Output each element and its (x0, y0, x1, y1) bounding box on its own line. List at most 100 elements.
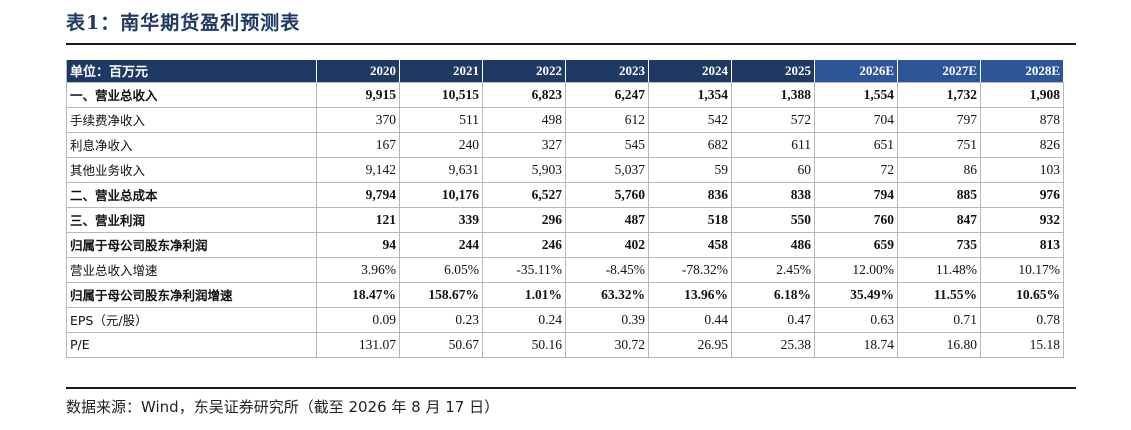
table-cell: 18.47% (316, 282, 400, 308)
table-cell: 1,554 (814, 82, 898, 108)
table-cell: 25.38 (731, 332, 815, 358)
table-cell: 12.00% (814, 257, 898, 283)
year-header: 2024 (648, 60, 732, 83)
table-body: 一、营业总收入 9,915 10,515 6,823 6,247 1,354 1,388 1,… (66, 82, 1064, 358)
table-cell: 794 (814, 182, 898, 208)
row-label: 其他业务收入 (66, 157, 317, 183)
table-cell: 0.39 (565, 307, 649, 333)
table-cell: 327 (482, 132, 566, 158)
table-cell: 15.18 (980, 332, 1064, 358)
table-cell: -78.32% (648, 257, 732, 283)
title-divider (66, 43, 1076, 45)
row-label: 一、营业总收入 (66, 82, 317, 108)
source-note: 数据来源：Wind，东吴证券研究所（截至 2026 年 8 月 17 日） (66, 398, 500, 416)
table-cell: 542 (648, 107, 732, 133)
header-row: 单位：百万元 2020 2021 2022 2023 2024 2025 2026E 2027… (66, 60, 1064, 83)
table-cell: 86 (897, 157, 981, 183)
year-header: 2026E (814, 60, 898, 83)
table-cell: 0.09 (316, 307, 400, 333)
table-row: 其他业务收入 9,142 9,631 5,903 5,037 59 60 72 86 103 (66, 157, 1064, 183)
table-cell: 121 (316, 207, 400, 233)
year-header: 2025 (731, 60, 815, 83)
table-row: P/E 131.07 50.67 50.16 30.72 26.95 25.38 18.74 1… (66, 332, 1064, 358)
table-cell: 167 (316, 132, 400, 158)
table-cell: 26.95 (648, 332, 732, 358)
table-cell: 72 (814, 157, 898, 183)
table-cell: 545 (565, 132, 649, 158)
table-row: 手续费净收入 370 511 498 612 542 572 704 797 878 (66, 107, 1064, 133)
table-cell: 18.74 (814, 332, 898, 358)
table-cell: -8.45% (565, 257, 649, 283)
table-cell: 370 (316, 107, 400, 133)
table-cell: 1,732 (897, 82, 981, 108)
row-label: 利息净收入 (66, 132, 317, 158)
forecast-table-container: 单位：百万元 2020 2021 2022 2023 2024 2025 2026E 2027… (66, 60, 1064, 358)
table-cell: 103 (980, 157, 1064, 183)
table-cell: 63.32% (565, 282, 649, 308)
table-cell: 735 (897, 232, 981, 258)
table-cell: 10.65% (980, 282, 1064, 308)
table-cell: 296 (482, 207, 566, 233)
table-cell: 0.78 (980, 307, 1064, 333)
table-cell: 0.63 (814, 307, 898, 333)
row-label: 归属于母公司股东净利润增速 (66, 282, 317, 308)
table-cell: 878 (980, 107, 1064, 133)
table-cell: 5,037 (565, 157, 649, 183)
table-cell: 826 (980, 132, 1064, 158)
table-cell: 487 (565, 207, 649, 233)
table-cell: 9,631 (399, 157, 483, 183)
table-row: 归属于母公司股东净利润增速 18.47% 158.67% 1.01% 63.32% 13.… (66, 282, 1064, 308)
row-label: 营业总收入增速 (66, 257, 317, 283)
table-cell: 458 (648, 232, 732, 258)
table-row: EPS（元/股） 0.09 0.23 0.24 0.39 0.44 0.47 0.63 0.71… (66, 307, 1064, 333)
table-cell: 885 (897, 182, 981, 208)
row-label: 二、营业总成本 (66, 182, 317, 208)
table-cell: 10,515 (399, 82, 483, 108)
table-cell: 2.45% (731, 257, 815, 283)
table-cell: 813 (980, 232, 1064, 258)
table-cell: 838 (731, 182, 815, 208)
row-label: EPS（元/股） (66, 307, 317, 333)
table-cell: 16.80 (897, 332, 981, 358)
table-cell: 1.01% (482, 282, 566, 308)
table-cell: 760 (814, 207, 898, 233)
year-header: 2021 (399, 60, 483, 83)
year-header: 2027E (897, 60, 981, 83)
table-row: 营业总收入增速 3.96% 6.05% -35.11% -8.45% -78.32% 2.4… (66, 257, 1064, 283)
table-cell: 10.17% (980, 257, 1064, 283)
table-cell: 836 (648, 182, 732, 208)
table-row: 归属于母公司股东净利润 94 244 246 402 458 486 659 735 813 (66, 232, 1064, 258)
year-header: 2020 (316, 60, 400, 83)
table-row: 二、营业总成本 9,794 10,176 6,527 5,760 836 838 794 885… (66, 182, 1064, 208)
table-cell: 612 (565, 107, 649, 133)
table-cell: 11.48% (897, 257, 981, 283)
table-cell: 0.44 (648, 307, 732, 333)
table-cell: 244 (399, 232, 483, 258)
table-cell: 240 (399, 132, 483, 158)
table-cell: 9,915 (316, 82, 400, 108)
table-cell: 847 (897, 207, 981, 233)
table-cell: 611 (731, 132, 815, 158)
table-cell: 5,760 (565, 182, 649, 208)
table-cell: 1,354 (648, 82, 732, 108)
table-cell: 50.67 (399, 332, 483, 358)
table-cell: 402 (565, 232, 649, 258)
table-cell: 60 (731, 157, 815, 183)
footer-divider (66, 387, 1076, 389)
table-cell: 9,142 (316, 157, 400, 183)
table-cell: 704 (814, 107, 898, 133)
row-label: P/E (66, 332, 317, 358)
table-cell: 572 (731, 107, 815, 133)
year-header: 2023 (565, 60, 649, 83)
table-cell: 158.67% (399, 282, 483, 308)
table-cell: 131.07 (316, 332, 400, 358)
table-cell: 6,823 (482, 82, 566, 108)
table-cell: 9,794 (316, 182, 400, 208)
year-header: 2028E (980, 60, 1064, 83)
table-cell: 498 (482, 107, 566, 133)
table-cell: 6.05% (399, 257, 483, 283)
table-cell: 6,247 (565, 82, 649, 108)
table-cell: 6,527 (482, 182, 566, 208)
table-row: 三、营业利润 121 339 296 487 518 550 760 847 932 (66, 207, 1064, 233)
table-cell: 932 (980, 207, 1064, 233)
